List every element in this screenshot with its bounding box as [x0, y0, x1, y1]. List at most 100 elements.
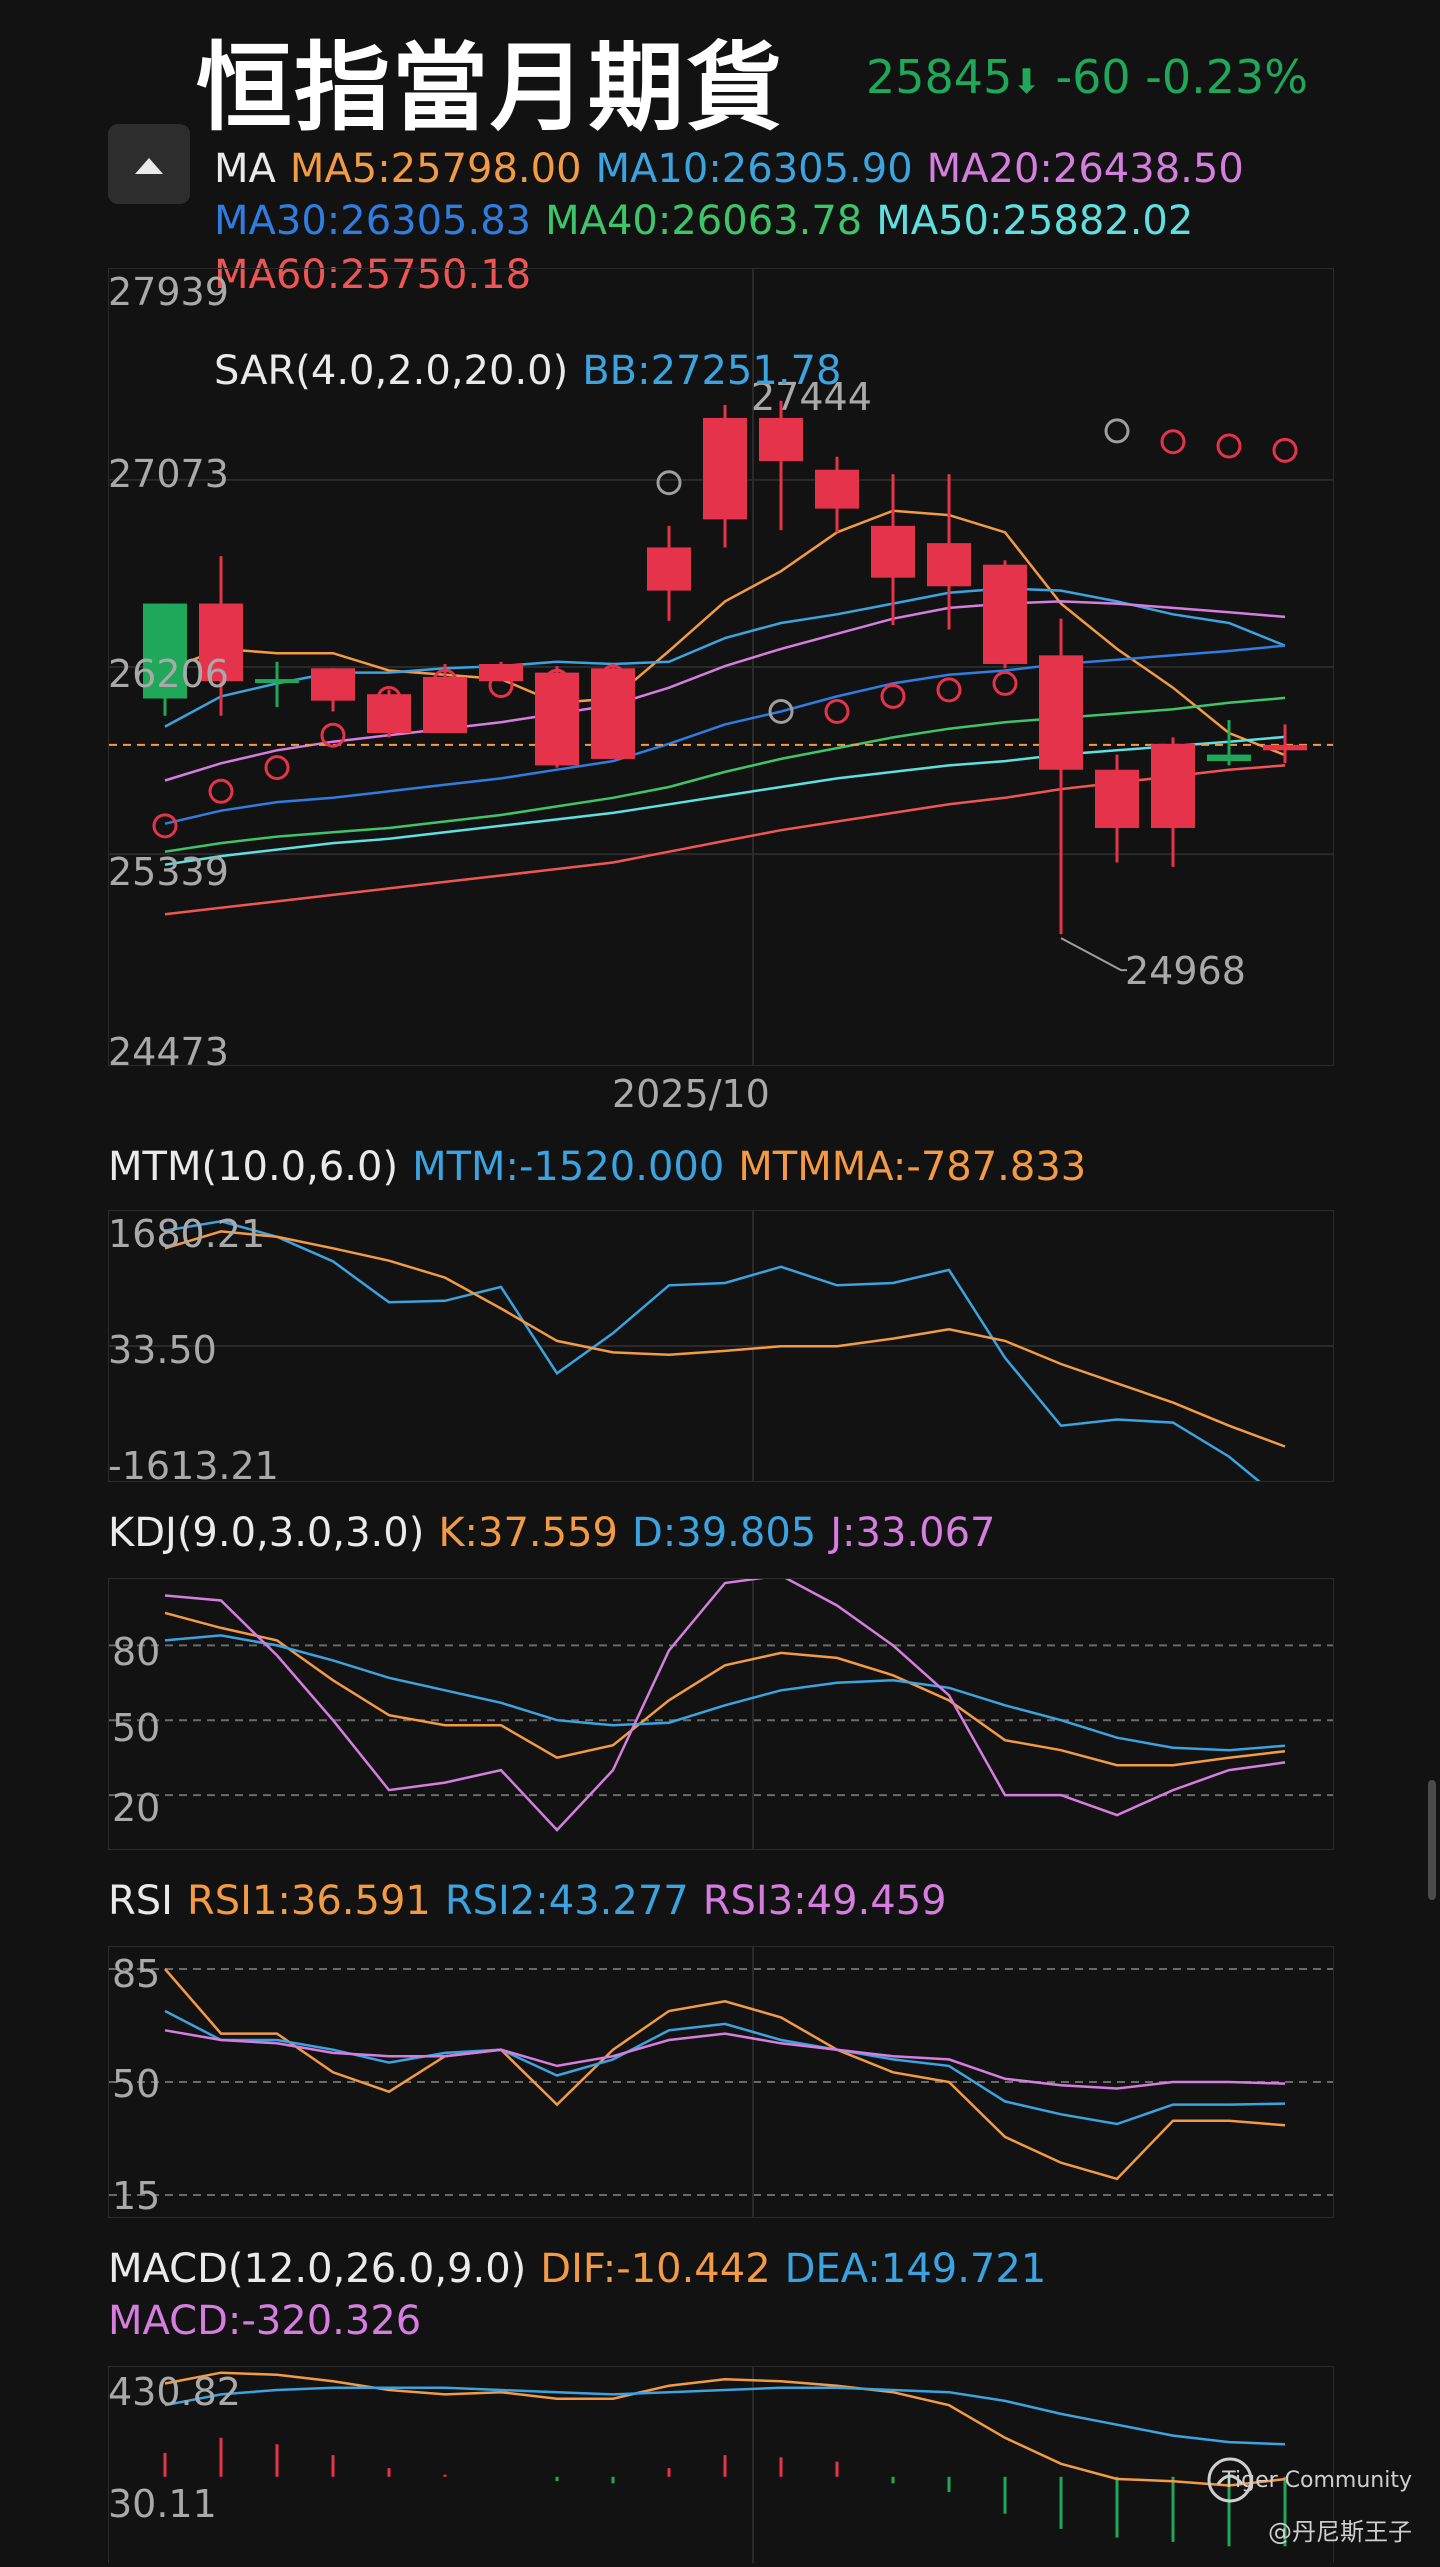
candle-body — [1095, 769, 1139, 828]
line-ma50 — [164, 735, 1286, 866]
line-d — [164, 1634, 1286, 1752]
macd-value: MACD:-320.326 — [108, 2298, 422, 2344]
sar-dot — [488, 673, 514, 699]
macd-panel[interactable] — [108, 2366, 1334, 2563]
candle-body — [1263, 744, 1307, 751]
mtm-legend: MTM(10.0,6.0) MTM:-1520.000 MTMMA:-787.833 — [108, 1144, 1100, 1190]
rsi-tick-1: 50 — [112, 2062, 161, 2106]
line-j — [164, 1574, 1286, 1832]
kdj-label: KDJ(9.0,3.0,3.0) — [108, 1510, 425, 1556]
candle-body — [255, 679, 299, 684]
candle-body — [759, 417, 803, 462]
macd-legend-row1: MACD(12.0,26.0,9.0) DIF:-10.442 DEA:149.72… — [108, 2246, 1060, 2292]
candle-body — [983, 564, 1027, 664]
rsi1-value: RSI1:36.591 — [186, 1878, 431, 1924]
line-dea — [164, 2386, 1286, 2446]
ma20-value: MA20:26438.50 — [926, 146, 1244, 192]
tiger-logo-icon — [1206, 2456, 1254, 2504]
rsi-legend: RSI RSI1:36.591 RSI2:43.277 RSI3:49.459 — [108, 1878, 961, 1924]
sar-dot — [264, 755, 290, 781]
scrollbar-thumb[interactable] — [1428, 1780, 1436, 1900]
sar-label: SAR(4.0,2.0,20.0) — [214, 348, 569, 394]
candle-body — [871, 525, 915, 578]
line-rsi2 — [164, 2009, 1286, 2126]
ma30-value: MA30:26305.83 — [214, 198, 532, 244]
candlestick-chart: 27444 24968 — [109, 269, 1333, 1065]
mtm-tick-0: 1680.21 — [108, 1212, 266, 1256]
ma60-value: MA60:25750.18 — [214, 252, 532, 298]
sar-dot — [824, 698, 850, 724]
chevron-up-icon — [135, 158, 163, 174]
candle-body — [535, 672, 579, 766]
ma-legend-row2: MA30:26305.83 MA40:26063.78 MA50:25882.02 — [214, 198, 1207, 244]
candle-body — [703, 417, 747, 520]
line-k — [164, 1611, 1286, 1767]
ma-legend-label: MA — [214, 146, 276, 192]
sar-dot — [936, 677, 962, 703]
line-ma5 — [164, 509, 1286, 757]
rsi-label: RSI — [108, 1878, 173, 1924]
sar-dot — [992, 670, 1018, 696]
rsi-panel[interactable] — [108, 1946, 1334, 2218]
rsi3-value: RSI3:49.459 — [702, 1878, 947, 1924]
sar-dot — [320, 722, 346, 748]
sar-dot — [1272, 437, 1298, 463]
sar-dot — [152, 813, 178, 839]
line-ma40 — [164, 696, 1286, 853]
ma10-value: MA10:26305.90 — [595, 146, 913, 192]
macd-dea-value: DEA:149.721 — [784, 2246, 1047, 2292]
y-tick-3: 25339 — [108, 850, 229, 894]
mtm-chart — [109, 1211, 1333, 1504]
kdj-tick-1: 50 — [112, 1706, 161, 1750]
kdj-legend: KDJ(9.0,3.0,3.0) K:37.559 D:39.805 J:33.067 — [108, 1510, 1009, 1556]
watermark-brand: Tiger Community — [1222, 2468, 1412, 2493]
line-mtmma — [164, 1230, 1286, 1448]
candle-body — [1151, 743, 1195, 828]
line-dif — [164, 2371, 1286, 2487]
line-ma20 — [164, 600, 1286, 782]
candle-body — [591, 668, 635, 759]
sar-dot — [1160, 429, 1186, 455]
ma-legend-row3: MA60:25750.18 — [214, 252, 545, 298]
kdj-tick-2: 20 — [112, 1786, 161, 1830]
sar-dot — [432, 668, 458, 694]
sar-dot — [208, 778, 234, 804]
mtm-label: MTM(10.0,6.0) — [108, 1144, 399, 1190]
candle-body — [927, 543, 971, 587]
watermark-user: @丹尼斯王子 — [1268, 2518, 1412, 2546]
candle-body — [1207, 754, 1251, 762]
kdj-panel[interactable] — [108, 1574, 1334, 1850]
ma-legend-row1: MA MA5:25798.00 MA10:26305.90 MA20:26438.50 — [214, 146, 1258, 192]
low-leader-line — [1060, 937, 1127, 972]
mtmma-value: MTMMA:-787.833 — [738, 1144, 1087, 1190]
y-tick-4: 24473 — [108, 1030, 229, 1074]
macd-tick-1: 30.11 — [108, 2482, 217, 2526]
sar-dot — [376, 686, 402, 712]
mtm-panel[interactable] — [108, 1210, 1334, 1504]
line-ma30 — [164, 644, 1286, 825]
down-arrow-icon: ⬇ — [1012, 62, 1041, 102]
rsi-chart — [109, 1947, 1333, 2217]
bb-value: BB:27251.78 — [582, 348, 842, 394]
candle-body — [1039, 655, 1083, 770]
candle-body — [143, 603, 187, 699]
candle-body — [815, 469, 859, 509]
price-chart-panel[interactable]: 27444 24968 — [108, 268, 1334, 1066]
collapse-button[interactable] — [108, 124, 190, 204]
macd-dif-value: DIF:-10.442 — [540, 2246, 771, 2292]
candle-body — [647, 547, 691, 591]
macd-legend-row2: MACD:-320.326 — [108, 2298, 435, 2344]
candle-body — [423, 676, 467, 734]
sar-dot — [600, 664, 626, 690]
line-mtm — [164, 1220, 1286, 1504]
y-tick-2: 26206 — [108, 652, 229, 696]
candle-body — [479, 663, 523, 682]
kdj-chart — [109, 1574, 1333, 1849]
ma40-value: MA40:26063.78 — [545, 198, 863, 244]
y-tick-0: 27939 — [108, 270, 229, 314]
rsi-tick-0: 85 — [112, 1952, 161, 1996]
mtm-value: MTM:-1520.000 — [412, 1144, 725, 1190]
ma5-value: MA5:25798.00 — [289, 146, 582, 192]
ma50-value: MA50:25882.02 — [876, 198, 1194, 244]
sar-dot — [1048, 666, 1074, 692]
